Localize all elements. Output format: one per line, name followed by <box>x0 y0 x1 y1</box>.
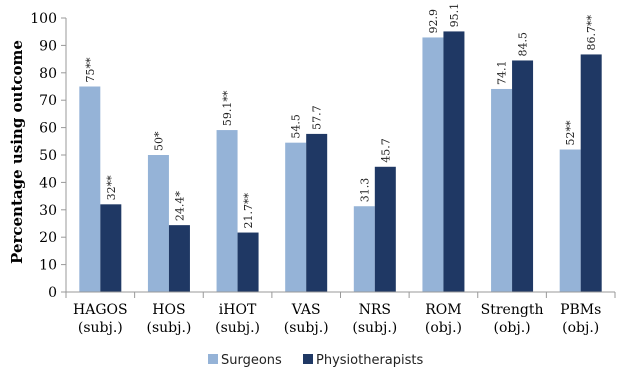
bar-surgeons <box>285 142 307 292</box>
x-category-label: ROM (obj.) <box>425 302 462 336</box>
bar-surgeons <box>559 149 581 292</box>
bar-physiotherapists <box>168 225 190 292</box>
bar-physiotherapists <box>100 204 122 292</box>
y-tick-label: 30 <box>39 203 57 219</box>
legend: Surgeons Physiotherapists <box>208 353 423 368</box>
x-category-label: Strength (obj.) <box>481 302 544 336</box>
y-axis-ticks: 0 10 20 30 40 50 60 70 80 90 100 <box>30 11 66 301</box>
legend-label: Physiotherapists <box>316 353 423 368</box>
y-tick-label: 60 <box>39 121 57 137</box>
bar-surgeons <box>491 88 513 292</box>
bar-value-label: 32** <box>105 175 118 200</box>
bar-value-label: 45.7 <box>379 138 392 163</box>
bar-surgeons <box>422 37 444 293</box>
y-tick-label: 20 <box>39 230 57 246</box>
data-labels: 75** 50* 59.1** 54.5 31.3 92.9 74.1 52** 32** 24.… <box>84 3 598 229</box>
bar-physiotherapists <box>580 54 602 292</box>
bar-value-label: 24.4* <box>173 191 186 221</box>
x-category-label: PBMs (obj.) <box>560 302 601 336</box>
bar-value-label: 21.7** <box>242 193 255 229</box>
bar-physiotherapists <box>306 133 328 292</box>
y-tick-label: 90 <box>39 38 57 54</box>
bar-surgeons <box>216 130 238 292</box>
bar-surgeons <box>147 155 169 292</box>
bar-value-label: 59.1** <box>221 90 234 126</box>
bar-value-label: 74.1 <box>496 60 509 85</box>
y-axis-title: Percentage using outcome <box>8 40 26 264</box>
x-category-label: NRS (subj.) <box>352 302 397 336</box>
x-category-label: HAGOS (subj.) <box>73 302 128 336</box>
y-tick-label: 80 <box>39 66 57 82</box>
bars <box>79 31 602 293</box>
x-category-label: VAS (subj.) <box>284 302 329 336</box>
y-tick-label: 40 <box>39 175 57 191</box>
y-tick-label: 0 <box>48 285 57 301</box>
bar-surgeons <box>79 86 101 292</box>
y-tick-label: 100 <box>30 11 57 27</box>
bar-physiotherapists <box>237 232 259 292</box>
legend-swatch <box>303 354 313 364</box>
bar-surgeons <box>353 206 375 292</box>
bar-value-label: 31.3 <box>358 178 371 203</box>
bar-physiotherapists <box>374 166 396 292</box>
bar-value-label: 75** <box>84 57 97 82</box>
y-tick-label: 70 <box>39 93 57 109</box>
x-category-label: iHOT (subj.) <box>215 302 260 336</box>
bar-value-label: 84.5 <box>517 32 530 57</box>
y-tick-label: 10 <box>39 258 57 274</box>
y-tick-label: 50 <box>39 148 57 164</box>
bar-value-label: 92.9 <box>427 9 440 34</box>
bar-physiotherapists <box>512 60 534 292</box>
legend-swatch <box>208 354 218 364</box>
x-category-label: HOS (subj.) <box>146 302 191 336</box>
bar-physiotherapists <box>443 31 465 293</box>
bar-value-label: 95.1 <box>448 3 461 28</box>
bar-value-label: 50* <box>152 131 165 151</box>
bar-value-label: 86.7** <box>585 14 598 50</box>
x-axis-labels: HAGOS (subj.) HOS (subj.) iHOT (subj.) VAS (sub… <box>65 292 616 336</box>
legend-label: Surgeons <box>221 353 282 368</box>
bar-value-label: 52** <box>564 120 577 145</box>
bar-value-label: 54.5 <box>290 114 303 139</box>
bar-value-label: 57.7 <box>311 105 324 130</box>
